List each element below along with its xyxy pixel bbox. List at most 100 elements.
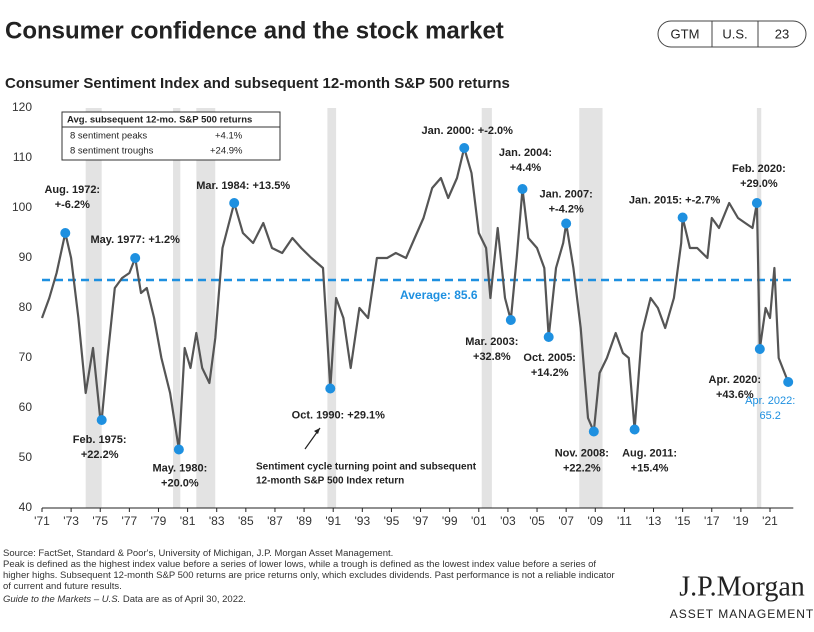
point [505,315,516,325]
x-tick-label: '19 [733,514,749,528]
x-tick-label: '73 [63,514,79,528]
x-tick-label: '13 [646,514,662,528]
recession-band [173,108,181,508]
point [783,377,794,387]
point-label: +15.4% [631,462,669,474]
point-label: +22.2% [563,462,601,474]
footnote: Guide to the Markets – U.S. Data are as … [3,594,246,605]
page-title: Consumer confidence and the stock market [5,17,504,44]
point [588,426,599,437]
x-tick-label: '91 [325,514,341,528]
table-cell: +4.1% [215,131,243,142]
point-label: May. 1980: [152,462,207,474]
point [754,344,765,354]
footnote: Peak is defined as the highest index val… [3,559,596,570]
point-label: Mar. 1984: +13.5% [196,180,290,192]
point-label: Nov. 2008: [555,447,609,459]
point [173,444,184,455]
y-tick-label: 60 [19,400,33,414]
point-label: +20.0% [161,477,199,489]
footnote: higher highs. Subsequent 12-month S&P 50… [3,570,615,581]
x-tick-label: '95 [384,514,400,528]
point-label: Oct. 2005: [523,352,576,364]
x-tick-label: '81 [180,514,196,528]
note: Sentiment cycle turning point and subseq… [256,462,477,473]
point-label: May. 1977: +1.2% [90,234,180,246]
point [459,143,470,153]
x-tick-label: '07 [558,514,574,528]
point [561,218,572,229]
x-tick-label: '15 [675,514,691,528]
x-tick-label: '85 [238,514,254,528]
table-cell: +24.9% [210,146,243,157]
x-tick-label: '21 [762,514,778,528]
point [96,415,107,425]
point-label: Jan. 2000: +-2.0% [422,125,514,137]
as-of: Data are as of April 30, 2022. [120,594,246,605]
point-label: Jan. 2015: +-2.7% [629,194,721,206]
point [517,184,528,194]
note: 12-month S&P 500 Index return [256,476,404,487]
point-label: +-4.2% [549,203,584,215]
point-label: Aug. 1972: [44,184,100,196]
x-tick-label: '01 [471,514,487,528]
x-tick-label: '93 [354,514,370,528]
recession-band [85,108,102,508]
x-tick-label: '83 [209,514,225,528]
point [543,332,554,342]
tab: 23 [775,26,789,41]
y-tick-label: 100 [12,200,32,214]
point-label: +14.2% [531,367,569,379]
chart-subtitle: Consumer Sentiment Index and subsequent … [5,75,510,92]
x-tick-label: '89 [296,514,312,528]
point-label: +4.4% [510,162,542,174]
recession-band [327,108,337,508]
table-cell: 8 sentiment peaks [70,131,147,142]
x-tick-label: '05 [529,514,545,528]
y-tick-label: 70 [19,350,33,364]
y-tick-label: 80 [19,300,33,314]
tab: U.S. [722,26,747,41]
y-tick-label: 110 [13,150,32,164]
x-tick-label: '87 [267,514,283,528]
footnote: of current and future results. [3,581,122,592]
y-tick-label: 90 [19,250,33,264]
point-label: 65.2 [759,410,780,422]
point-label: +22.2% [81,449,119,461]
point-label: Jan. 2004: [499,147,552,159]
point-label: Apr. 2020: [709,374,762,386]
point [751,198,762,208]
point-label: +43.6% [716,389,754,401]
point-label: Feb. 1975: [73,434,127,446]
point-label: Jan. 2007: [540,188,593,200]
logo-sub: ASSET MANAGEMENT [670,607,814,621]
x-tick-label: '97 [413,514,429,528]
point [60,228,71,238]
x-tick-label: '75 [92,514,108,528]
x-tick-label: '11 [617,514,632,528]
sentiment-line [40,146,790,451]
x-tick-label: '77 [122,514,138,528]
point [629,424,640,435]
x-tick-label: '71 [34,514,50,528]
x-tick-label: '17 [704,514,720,528]
x-tick-label: '03 [500,514,516,528]
x-tick-label: '99 [442,514,458,528]
tab-box [657,20,807,48]
average-label: Average: 85.6 [400,288,478,302]
point-label: Feb. 2020: [732,163,786,175]
point [325,383,336,394]
guide: Guide to the Markets – U.S. [3,594,120,605]
x-tick-label: '09 [587,514,603,528]
table-cell: 8 sentiment troughs [70,146,154,157]
plot: 40 50 60 70 80 90 100 110 120 '71 '73 '75 '77 '79 '81 '… [12,100,795,528]
recession-band [481,108,492,508]
footnote: Source: FactSet, Standard & Poor's, Univ… [3,548,393,559]
table-box [61,111,281,161]
point-label: Oct. 1990: +29.1% [292,409,385,421]
y-tick-label: 40 [19,500,33,514]
point-label: Apr. 2022: [745,395,795,407]
point-label: Aug. 2011: [622,447,677,459]
point [229,198,240,208]
